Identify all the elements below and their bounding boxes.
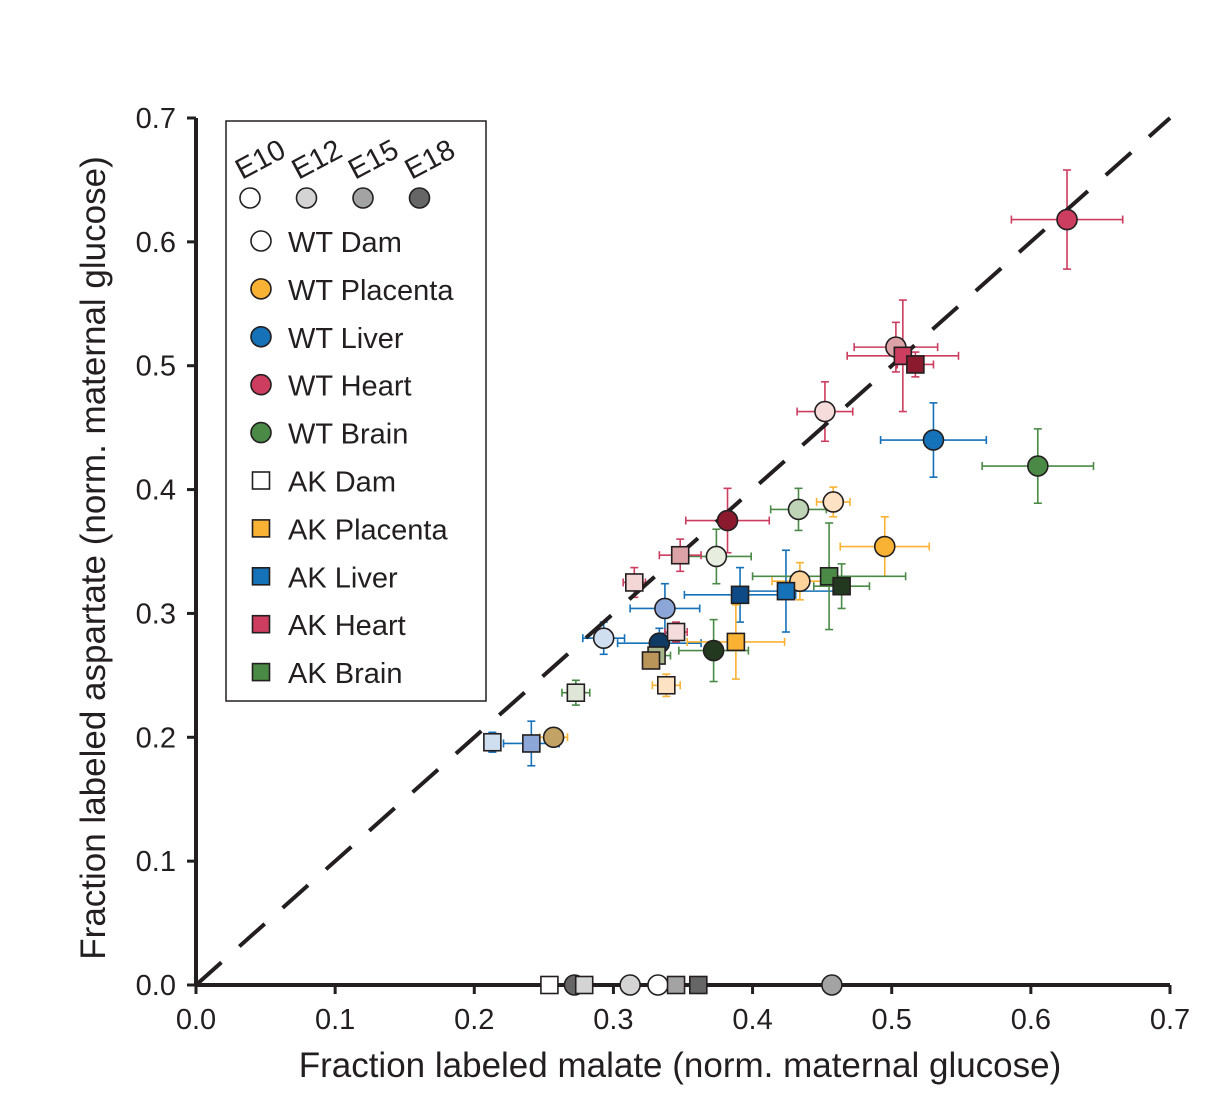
- x-tick-label: 0.4: [732, 1004, 772, 1036]
- x-tick-label: 0.3: [593, 1004, 633, 1036]
- point-ak-heart-e13: [666, 622, 686, 642]
- legend-label-wt-heart: WT Heart: [288, 371, 412, 403]
- point-ak-liver-e18: [776, 581, 796, 601]
- legend-marker-ak-liver: [251, 566, 271, 586]
- legend-marker-wt-liver: [250, 325, 272, 348]
- y-tick-label: 0.4: [136, 475, 176, 507]
- point-ak-heart-e10: [624, 573, 644, 592]
- legend-marker-wt-placenta: [250, 278, 272, 300]
- legend-marker-ak-placenta: [251, 519, 271, 538]
- stage-marker-e12: [295, 187, 318, 209]
- point-wt-brain-e10: [705, 545, 728, 568]
- point-wt-placenta-e18: [873, 535, 896, 558]
- legend-label-ak-brain: AK Brain: [288, 658, 402, 690]
- y-tick-label: 0.6: [136, 227, 176, 259]
- x-tick-label: 0.1: [315, 1004, 355, 1036]
- legend-marker-wt-dam: [250, 230, 272, 252]
- y-tick-label: 0.2: [136, 722, 176, 754]
- axis-point-ak-dam: [574, 975, 594, 995]
- legend-label-wt-dam: WT Dam: [288, 227, 402, 259]
- legend-items: WT Dam WT Placenta WT Liver WT Heart WT Brai…: [250, 227, 454, 690]
- axis-point-ak-dam: [666, 975, 686, 995]
- y-axis-title: Fraction labeled aspartate (norm. matern…: [74, 156, 113, 959]
- legend-label-ak-dam: AK Dam: [288, 467, 396, 499]
- point-wt-liver-e15: [654, 597, 676, 620]
- point-ak-placenta-e18: [726, 632, 746, 652]
- stage-marker-e15: [352, 187, 374, 209]
- legend-label-wt-brain: WT Brain: [288, 419, 408, 451]
- legend-marker-ak-dam: [251, 471, 271, 490]
- legend-box: [225, 120, 487, 702]
- legend-label-ak-placenta: AK Placenta: [288, 514, 448, 546]
- axis-points: [540, 974, 843, 996]
- axis-point-wt-dam: [821, 974, 843, 996]
- point-wt-brain-e12: [702, 639, 725, 662]
- y-tick-label: 0.7: [136, 103, 176, 135]
- point-ak-placenta-e10: [657, 675, 676, 695]
- legend-label-ak-heart: AK Heart: [288, 610, 406, 642]
- point-ak-heart-e12: [670, 545, 690, 565]
- legend-marker-ak-brain: [251, 662, 271, 682]
- point-wt-liver-e10: [592, 627, 615, 650]
- x-tick-label: 0.6: [1011, 1004, 1051, 1036]
- y-tick-label: 0.3: [136, 598, 176, 630]
- point-ak-heart-e18: [906, 355, 925, 374]
- legend-label-wt-placenta: WT Placenta: [288, 275, 454, 307]
- legend-label-ak-liver: AK Liver: [288, 562, 398, 594]
- y-tick-label: 0.1: [136, 846, 176, 878]
- legend-marker-ak-heart: [251, 614, 271, 634]
- point-wt-liver-e18: [922, 429, 945, 451]
- point-wt-placenta-e10: [822, 491, 845, 513]
- y-tick-label: 0.5: [136, 351, 176, 383]
- point-wt-brain-e18: [1027, 455, 1049, 477]
- axis-point-wt-dam: [647, 974, 669, 996]
- point-ak-brain-e10: [566, 683, 586, 702]
- x-tick-label: 0.2: [454, 1004, 494, 1036]
- axis-point-ak-dam: [540, 975, 559, 995]
- stage-marker-e18: [408, 187, 431, 209]
- x-axis-title: Fraction labeled malate (norm. maternal …: [299, 1046, 1062, 1085]
- point-ak-liver-e15: [730, 585, 750, 605]
- point-wt-heart-e10: [814, 400, 836, 423]
- point-wt-placenta-e12: [542, 726, 565, 749]
- legend-marker-wt-brain: [250, 421, 272, 444]
- axis-point-ak-dam: [689, 975, 708, 995]
- x-tick-label: 0.0: [176, 1004, 216, 1036]
- point-wt-heart-e18: [1056, 208, 1078, 231]
- point-ak-liver-e10: [483, 732, 502, 752]
- x-tick-label: 0.5: [872, 1004, 912, 1036]
- point-ak-liver-e12: [522, 734, 541, 753]
- point-ak-brain-e18: [832, 576, 851, 596]
- point-wt-heart-e12: [716, 509, 739, 532]
- y-tick-label: 0.0: [136, 970, 176, 1002]
- axis-point-wt-dam: [619, 974, 641, 996]
- point-ak-placenta-e12: [641, 651, 661, 670]
- stage-marker-e10: [239, 187, 261, 209]
- legend-label-wt-liver: WT Liver: [288, 323, 404, 355]
- x-tick-label: 0.7: [1150, 1004, 1190, 1036]
- data-points: [483, 208, 1078, 753]
- point-wt-brain-e15: [787, 498, 810, 521]
- legend-marker-wt-heart: [250, 373, 272, 396]
- ticks: 0.0 0.1 0.2 0.3 0.4 0.5 0.6 0.7 0.0 0.1 0.2 0.3 0.4 0…: [136, 103, 1190, 1036]
